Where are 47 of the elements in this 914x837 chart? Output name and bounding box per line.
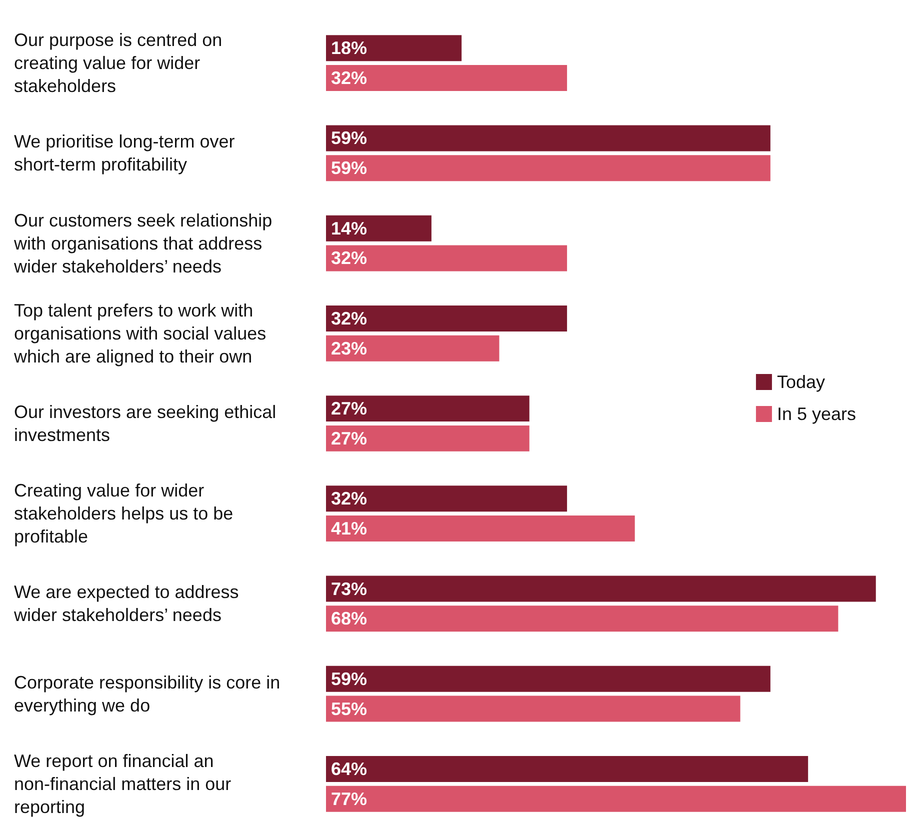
- data-label: 41%: [331, 518, 368, 539]
- data-label: 59%: [331, 128, 368, 148]
- bar: [326, 65, 568, 91]
- bar: [326, 35, 462, 62]
- y-tick-label: Top talent prefers to work with organisations with social values which are aligned to their own: [13, 300, 272, 366]
- y-tick-label: We report on financial an non-financial matters in our reporting: [14, 750, 236, 817]
- y-tick-label: Our investors are seeking ethical investments: [14, 402, 282, 445]
- y-tick-label: We are expected to address wider stakeholders’ needs: [13, 582, 244, 626]
- y-tick-label: Creating value for wider stakeholders helps us to be profitable: [14, 480, 238, 547]
- bar: [326, 396, 530, 422]
- bar: [326, 666, 770, 692]
- bar: [326, 486, 568, 512]
- y-tick-label: Corporate responsibility is core in everything we do: [14, 672, 286, 716]
- data-label: 14%: [331, 218, 368, 238]
- legend-label: In 5 years: [776, 404, 856, 424]
- data-label: 32%: [331, 308, 368, 328]
- data-label: 32%: [331, 488, 368, 509]
- y-tick-label: We prioritise long-term over short-term profitability: [14, 132, 240, 175]
- bar: [326, 786, 906, 812]
- bar: [326, 125, 770, 152]
- bar: [326, 425, 530, 452]
- data-label: 27%: [331, 428, 368, 448]
- legend-label: Today: [776, 372, 826, 392]
- data-label: 59%: [331, 668, 368, 689]
- data-label: 64%: [331, 759, 368, 780]
- data-label: 18%: [331, 38, 368, 58]
- data-label: 32%: [331, 248, 368, 268]
- y-tick-label: Our customers seek relationship with organisations that address wider stakeholders’ needs: [13, 210, 278, 276]
- data-label: 77%: [331, 788, 368, 809]
- y-tick-label: Our purpose is centred on creating value for wider stakeholders: [14, 30, 228, 96]
- bar: [326, 576, 876, 602]
- data-label: 68%: [331, 608, 368, 629]
- data-label: 73%: [331, 578, 368, 599]
- bar: [326, 245, 568, 272]
- bar: [326, 516, 635, 542]
- bar: [326, 756, 808, 782]
- bar: [326, 696, 740, 722]
- data-label: 23%: [331, 338, 368, 358]
- data-label: 59%: [331, 158, 368, 178]
- bar: [326, 305, 568, 332]
- data-label: 27%: [331, 398, 368, 419]
- data-label: 32%: [331, 68, 368, 88]
- bar: [326, 606, 838, 632]
- data-label: 55%: [331, 698, 368, 719]
- bar: [326, 215, 432, 242]
- bar: [326, 335, 500, 362]
- bar: [326, 155, 770, 182]
